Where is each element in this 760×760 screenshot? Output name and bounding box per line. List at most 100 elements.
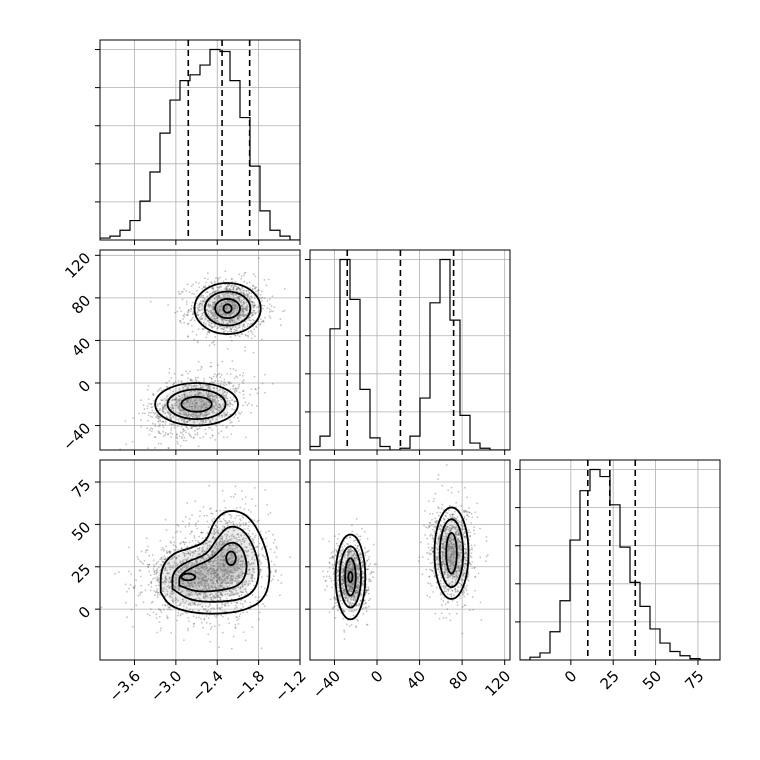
scatter-point bbox=[207, 605, 210, 608]
scatter-point bbox=[219, 596, 222, 599]
scatter-point bbox=[231, 292, 234, 295]
scatter-point bbox=[201, 531, 204, 534]
scatter-point bbox=[195, 598, 198, 600]
scatter-point bbox=[197, 308, 200, 311]
scatter-point bbox=[162, 426, 165, 429]
scatter-point bbox=[172, 407, 175, 410]
scatter-point bbox=[228, 307, 231, 309]
scatter-point bbox=[209, 573, 212, 575]
scatter-point bbox=[185, 431, 187, 434]
scatter-point bbox=[201, 422, 204, 425]
scatter-point bbox=[243, 307, 246, 310]
scatter-point bbox=[155, 572, 158, 574]
scatter-point bbox=[166, 395, 168, 397]
scatter-point bbox=[256, 599, 259, 602]
scatter-point bbox=[202, 588, 204, 591]
scatter-point bbox=[211, 408, 213, 411]
scatter-point bbox=[182, 520, 184, 523]
scatter-point bbox=[203, 579, 206, 582]
scatter-point bbox=[211, 560, 214, 563]
scatter-point bbox=[272, 542, 275, 544]
scatter-point bbox=[210, 597, 213, 599]
scatter-point bbox=[219, 388, 222, 391]
scatter-point bbox=[267, 513, 270, 516]
scatter-point bbox=[233, 390, 236, 393]
scatter-point bbox=[247, 550, 249, 553]
scatter-point bbox=[337, 568, 340, 571]
scatter-point bbox=[361, 561, 364, 564]
scatter-point bbox=[175, 598, 178, 600]
scatter-point bbox=[225, 568, 228, 571]
scatter-point bbox=[197, 616, 200, 619]
scatter-point bbox=[232, 385, 234, 388]
scatter-point bbox=[251, 297, 253, 299]
scatter-point bbox=[190, 308, 193, 310]
scatter-point bbox=[125, 601, 127, 604]
scatter-point bbox=[270, 560, 273, 563]
scatter-point bbox=[186, 399, 189, 401]
scatter-point bbox=[245, 546, 248, 548]
scatter-point bbox=[226, 533, 228, 536]
scatter-point bbox=[238, 295, 241, 298]
scatter-point bbox=[220, 577, 223, 580]
scatter-point bbox=[266, 575, 269, 578]
scatter-point bbox=[202, 436, 205, 438]
scatter-point bbox=[214, 420, 217, 423]
scatter-point bbox=[152, 568, 155, 571]
scatter-point bbox=[175, 399, 178, 402]
scatter-point bbox=[197, 576, 200, 579]
scatter-point bbox=[248, 568, 251, 571]
scatter-point bbox=[256, 546, 259, 548]
scatter-point bbox=[228, 570, 231, 573]
scatter-point bbox=[210, 551, 213, 554]
scatter-point bbox=[208, 569, 211, 572]
scatter-point bbox=[226, 572, 229, 575]
scatter-point bbox=[159, 420, 162, 422]
scatter-point bbox=[253, 568, 256, 570]
scatter-point bbox=[230, 562, 232, 565]
scatter-point bbox=[114, 572, 116, 575]
scatter-point bbox=[236, 541, 239, 543]
scatter-point bbox=[210, 585, 213, 587]
scatter-point bbox=[217, 278, 220, 281]
scatter-point bbox=[206, 520, 209, 523]
scatter-point bbox=[161, 604, 164, 606]
scatter-point bbox=[212, 301, 215, 304]
scatter-point bbox=[138, 569, 141, 572]
scatter-point bbox=[174, 381, 177, 383]
scatter-point bbox=[252, 351, 255, 354]
scatter-point bbox=[207, 554, 209, 556]
scatter-point bbox=[207, 393, 210, 395]
scatter-point bbox=[227, 314, 230, 317]
scatter-point bbox=[237, 554, 240, 557]
scatter-point bbox=[219, 307, 221, 310]
scatter-point bbox=[202, 294, 205, 297]
scatter-point bbox=[232, 306, 235, 309]
scatter-point bbox=[236, 575, 239, 577]
scatter-point bbox=[226, 397, 229, 400]
scatter-point bbox=[257, 305, 260, 308]
scatter-point bbox=[357, 619, 359, 622]
scatter-point bbox=[235, 329, 237, 331]
scatter-point bbox=[196, 604, 199, 607]
scatter-point bbox=[247, 334, 249, 337]
scatter-point bbox=[172, 409, 175, 412]
scatter-point bbox=[221, 302, 223, 304]
scatter-point bbox=[205, 384, 208, 387]
scatter-point bbox=[208, 426, 210, 429]
scatter-point bbox=[227, 530, 230, 533]
scatter-point bbox=[247, 294, 250, 297]
scatter-point bbox=[354, 593, 357, 596]
scatter-point bbox=[209, 385, 212, 387]
scatter-point bbox=[240, 568, 242, 571]
scatter-point bbox=[230, 590, 233, 593]
tick-label-y: 50 bbox=[68, 518, 94, 544]
scatter-point bbox=[202, 552, 205, 554]
scatter-point bbox=[227, 299, 230, 302]
scatter-point bbox=[236, 549, 239, 551]
scatter-point bbox=[217, 591, 220, 594]
scatter-point bbox=[231, 581, 234, 584]
scatter-point bbox=[212, 562, 214, 564]
scatter-point bbox=[160, 389, 163, 392]
scatter-point bbox=[225, 582, 228, 585]
